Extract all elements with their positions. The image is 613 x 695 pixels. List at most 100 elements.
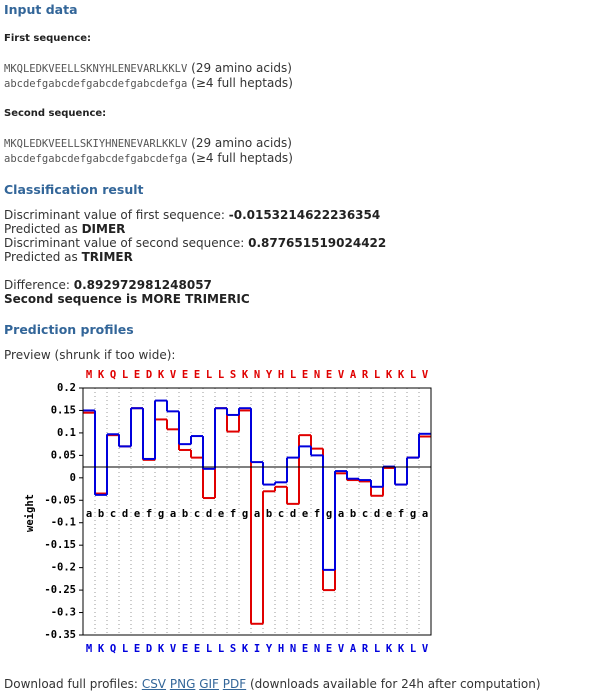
line: abcdefgabcdefgabcdefgabcdefga (≥4 full h… — [4, 76, 293, 90]
preview-note: Preview (shrunk if too wide): — [4, 348, 176, 362]
line: Predicted as DIMER — [4, 222, 125, 236]
bottom-residue: L — [218, 643, 224, 655]
y-tick-label: -0.05 — [44, 494, 76, 506]
note: (downloads available for 24h after compu… — [250, 677, 541, 691]
top-residue: H — [278, 369, 284, 381]
y-tick-label: 0 — [70, 472, 76, 484]
heptad-label: b — [98, 508, 104, 520]
download-link[interactable]: CSV — [141, 677, 167, 691]
top-residue: R — [362, 369, 369, 381]
top-residue: E — [302, 369, 308, 381]
heptad-label: a — [338, 508, 344, 520]
bottom-residue: H — [278, 643, 284, 655]
heading: Prediction profiles — [4, 322, 134, 337]
bottom-residue: N — [290, 643, 296, 655]
bottom-residue: A — [350, 643, 357, 655]
sequence: MKQLEDKVEELLSKIYHNENEVARLKKLV — [4, 138, 188, 150]
top-residue: V — [338, 369, 345, 381]
bottom-residue: S — [230, 643, 236, 655]
heptad-label: c — [110, 508, 116, 520]
heptad-label: f — [314, 508, 320, 520]
top-residue: L — [122, 369, 128, 381]
heptad-label: b — [182, 508, 188, 520]
top-residue: Y — [266, 369, 273, 381]
value: DIMER — [81, 222, 126, 236]
y-tick-label: -0.2 — [51, 562, 76, 574]
bottom-residue: V — [338, 643, 345, 655]
y-tick-label: -0.1 — [51, 517, 76, 529]
plot-area — [83, 388, 431, 635]
top-residue: L — [206, 369, 212, 381]
sequence: MKQLEDKVEELLSKNYHLENEVARLKKLV — [4, 63, 188, 75]
heptad-label: a — [170, 508, 176, 520]
heptad-label: c — [194, 508, 200, 520]
heptad-label: e — [386, 508, 392, 520]
bottom-residue: V — [170, 643, 177, 655]
bottom-residue: E — [134, 643, 140, 655]
top-residue: L — [218, 369, 224, 381]
bottom-residue: K — [158, 643, 165, 655]
line: Difference: 0.892972981248057 — [4, 278, 212, 292]
bottom-residue: K — [386, 643, 393, 655]
note: (29 amino acids) — [191, 136, 292, 150]
bottom-residue: K — [398, 643, 405, 655]
top-residue: E — [326, 369, 332, 381]
heptad-label: g — [326, 508, 332, 520]
top-residue: Q — [110, 369, 116, 381]
top-residue: N — [254, 369, 260, 381]
heptad-label: e — [302, 508, 308, 520]
heptad-label: f — [230, 508, 236, 520]
heptad-label: d — [206, 508, 212, 520]
line: abcdefgabcdefgabcdefgabcdefga (≥4 full h… — [4, 151, 293, 165]
label: Download full profiles: — [4, 677, 138, 691]
line: Predicted as TRIMER — [4, 250, 133, 264]
heptad-label: e — [218, 508, 224, 520]
top-residue: K — [398, 369, 405, 381]
y-tick-label: -0.3 — [51, 607, 76, 619]
bottom-residue: K — [98, 643, 105, 655]
bottom-residue: K — [242, 643, 249, 655]
y-tick-label: -0.35 — [44, 629, 76, 641]
label: Discriminant value of second sequence: — [4, 236, 245, 250]
bottom-residue: N — [314, 643, 320, 655]
y-tick-label: 0.2 — [57, 382, 76, 394]
heptad-label: e — [134, 508, 140, 520]
conclusion: Second sequence is MORE TRIMERIC — [4, 292, 250, 306]
top-residue: D — [146, 369, 152, 381]
download-link[interactable]: GIF — [199, 677, 219, 691]
y-tick-label: 0.15 — [51, 404, 76, 416]
download-link[interactable]: PDF — [222, 677, 247, 691]
line: Second sequence is MORE TRIMERIC — [4, 292, 250, 306]
heptad-label: c — [278, 508, 284, 520]
download-line: Download full profiles: CSV PNG GIF PDF … — [4, 677, 541, 691]
heptad-label: g — [242, 508, 248, 520]
top-residue: L — [290, 369, 296, 381]
top-residue: K — [158, 369, 165, 381]
top-residue: L — [410, 369, 416, 381]
heptad-label: g — [158, 508, 164, 520]
bottom-residue: L — [206, 643, 212, 655]
bottom-residue: I — [254, 643, 260, 655]
top-residue: E — [134, 369, 140, 381]
chart: 0.2 0.15 0.1 0.05 0 -0.05 -0.1 -0.15 -0.2 -0.25 -0… — [24, 369, 432, 655]
download-link[interactable]: PNG — [169, 677, 196, 691]
bottom-residue: Y — [266, 643, 273, 655]
top-residue: K — [98, 369, 105, 381]
label: Second sequence: — [4, 108, 107, 119]
value: -0.0153214622236354 — [228, 208, 381, 222]
top-residue: V — [422, 369, 429, 381]
heptad-label: b — [266, 508, 272, 520]
heptads: abcdefgabcdefgabcdefgabcdefga — [4, 153, 188, 165]
top-residue: K — [242, 369, 249, 381]
line: Discriminant value of second sequence: 0… — [4, 236, 386, 250]
heptad-label: f — [398, 508, 404, 520]
heptad-label: f — [146, 508, 152, 520]
label: Discriminant value of first sequence: — [4, 208, 225, 222]
value: 0.877651519024422 — [248, 236, 387, 250]
heading: Classification result — [4, 182, 144, 197]
value: TRIMER — [81, 250, 133, 264]
top-residue: K — [386, 369, 393, 381]
line: Discriminant value of first sequence: -0… — [4, 208, 380, 222]
top-residue: M — [86, 369, 92, 381]
